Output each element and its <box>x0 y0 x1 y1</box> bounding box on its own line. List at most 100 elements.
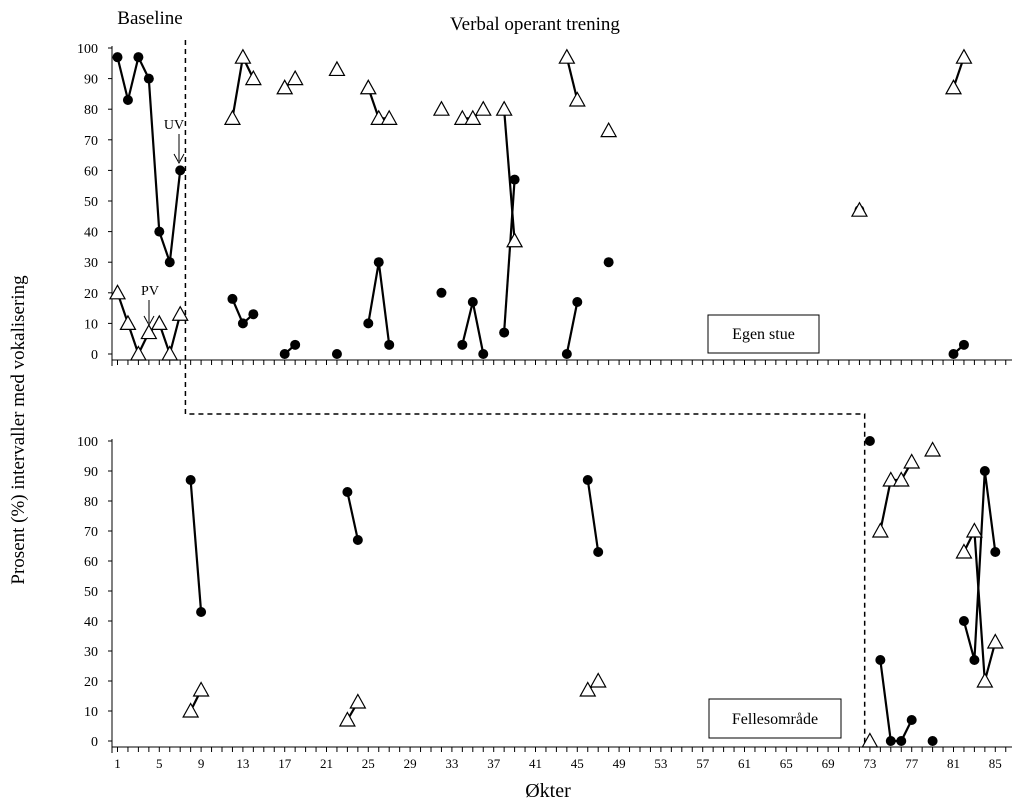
data-point-pv <box>161 345 179 361</box>
setting-label-bottom: Fellesområde <box>732 711 818 728</box>
setting-box-top: Egen stue <box>707 314 820 354</box>
x-tick-label: 25 <box>362 756 375 771</box>
data-point-uv <box>352 535 363 545</box>
data-point-pv <box>600 121 618 138</box>
phase-change-line <box>184 40 866 747</box>
series-line-pv <box>962 526 997 682</box>
data-point-pv <box>464 109 482 125</box>
data-point-uv <box>467 296 478 307</box>
y-tick-label: 70 <box>84 525 98 540</box>
data-point-uv <box>175 165 186 176</box>
series-line-pv <box>231 53 255 119</box>
data-point-uv <box>112 52 123 63</box>
data-point-uv <box>958 339 969 350</box>
data-point-uv <box>185 475 196 485</box>
data-point-uv <box>572 296 583 307</box>
data-point-uv <box>290 339 301 350</box>
data-point-pv <box>861 732 879 748</box>
setting-label-top: Egen stue <box>732 326 795 343</box>
data-point-pv <box>276 79 294 95</box>
x-tick-label: 21 <box>320 756 333 771</box>
y-tick-label: 0 <box>91 348 98 363</box>
data-point-pv <box>453 109 471 125</box>
data-point-pv <box>892 471 910 487</box>
phase-label-baseline: Baseline <box>117 8 182 29</box>
x-tick-label: 5 <box>156 756 163 771</box>
data-point-pv <box>380 109 398 125</box>
data-point-pv <box>558 48 576 64</box>
y-tick-label: 30 <box>84 256 98 271</box>
data-point-uv <box>896 736 907 746</box>
x-tick-label: 69 <box>822 756 835 771</box>
data-point-uv <box>133 52 144 63</box>
annotation-pv: PV <box>141 284 159 327</box>
setting-box-bottom: Fellesområde <box>708 698 842 739</box>
data-point-uv <box>457 339 468 350</box>
y-tick-label: 60 <box>84 164 98 179</box>
data-point-pv <box>495 100 513 116</box>
y-tick-label: 70 <box>84 134 98 149</box>
data-point-uv <box>593 547 604 557</box>
y-tick-label: 60 <box>84 555 98 570</box>
x-tick-label: 85 <box>989 756 1002 771</box>
data-point-pv <box>119 314 137 330</box>
data-point-pv <box>192 681 210 697</box>
y-tick-label: 40 <box>84 615 98 630</box>
y-tick-label: 50 <box>84 195 98 210</box>
data-point-uv <box>875 655 886 665</box>
data-point-uv <box>373 257 384 268</box>
data-point-pv <box>140 323 158 340</box>
axes-layer: 0 10 20 30 40 50 60 70 80 90 100 0 10 20 30 40 50 60 70 80 9… <box>77 42 1012 771</box>
data-point-uv <box>906 715 917 725</box>
data-point-pv <box>223 109 241 125</box>
data-point-uv <box>279 349 290 359</box>
x-tick-label: 81 <box>947 756 960 771</box>
data-point-pv <box>234 48 252 64</box>
data-point-pv <box>955 48 973 64</box>
data-point-uv <box>885 736 896 746</box>
y-axis-label: Prosent (%) intervaller med vokalisering <box>8 275 29 585</box>
x-tick-label: 33 <box>445 756 458 771</box>
data-point-pv <box>244 69 262 86</box>
annotation-uv: UV <box>164 118 185 165</box>
y-tick-label: 90 <box>84 73 98 88</box>
data-point-uv <box>509 174 520 185</box>
data-point-pv <box>944 79 963 95</box>
y-tick-label: 20 <box>84 287 98 302</box>
data-point-uv <box>154 226 165 237</box>
series-line-uv <box>962 470 997 661</box>
series-line-uv <box>367 262 391 345</box>
data-point-pv <box>474 100 492 116</box>
data-point-uv <box>499 327 510 338</box>
data-point-uv <box>603 257 614 268</box>
data-point-uv <box>948 349 959 359</box>
y-tick-label: 50 <box>84 585 98 600</box>
data-point-pv <box>955 543 973 559</box>
data-point-uv <box>384 339 395 350</box>
data-point-pv <box>182 702 200 718</box>
y-tick-label: 100 <box>77 435 98 450</box>
x-tick-label: 57 <box>696 756 710 771</box>
data-point-uv <box>331 349 342 359</box>
data-point-pv <box>108 284 127 300</box>
annotation-pv-arrowhead <box>143 315 155 327</box>
data-point-pv <box>370 109 388 125</box>
data-point-pv <box>965 522 983 538</box>
data-point-uv <box>582 475 593 485</box>
data-point-pv <box>150 314 168 330</box>
data-point-pv <box>882 471 900 487</box>
data-point-uv <box>342 487 353 497</box>
annotation-pv-label: PV <box>141 284 159 299</box>
y-tick-label: 10 <box>84 705 98 720</box>
data-point-pv <box>568 91 586 107</box>
series-line-uv <box>189 479 203 613</box>
data-point-uv <box>143 73 154 84</box>
data-point-uv <box>561 349 572 359</box>
x-tick-label: 49 <box>613 756 626 771</box>
data-point-uv <box>927 736 938 746</box>
data-point-pv <box>338 711 356 727</box>
annotation-uv-label: UV <box>164 118 184 133</box>
y-tick-label: 40 <box>84 226 98 241</box>
data-point-pv <box>579 681 597 697</box>
